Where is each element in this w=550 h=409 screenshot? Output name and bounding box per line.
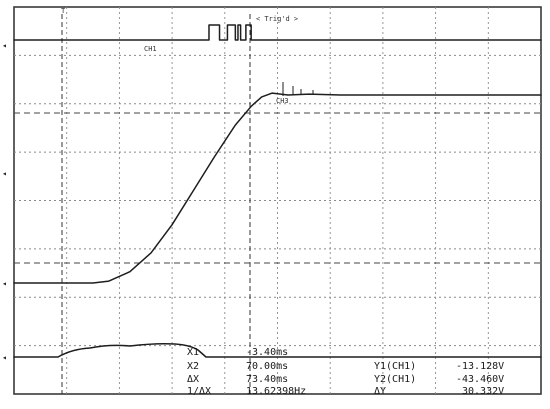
dy-value: 30.332V	[462, 386, 504, 397]
top-status-marker: < Trig'd >	[256, 15, 298, 23]
x2-value: 70.00ms	[246, 361, 288, 372]
ch1-trace	[13, 24, 542, 41]
ch3-ground-marker: ◂	[2, 279, 7, 288]
cursor-readout-panel: X1 -3.40ms X2 70.00ms ΔX 73.40ms 1/ΔX 13…	[187, 347, 504, 397]
y1-value: -13.128V	[456, 361, 504, 372]
graticule	[14, 7, 541, 394]
y2-value: -43.460V	[456, 374, 504, 385]
y1-label: Y1(CH1)	[374, 361, 416, 372]
inv-dx-label: 1/ΔX	[187, 386, 211, 397]
ch4-ground-marker: ◂	[2, 353, 7, 362]
y2-label: Y2(CH1)	[374, 374, 416, 385]
trigger-position-marker: T	[61, 7, 66, 15]
ch1-ground-marker: ◂	[2, 41, 7, 50]
ch3-label: CH3	[276, 97, 289, 105]
dx-label: ΔX	[187, 374, 199, 385]
ch3-ringing-spikes	[282, 82, 314, 96]
dx-value: 73.40ms	[246, 374, 288, 385]
ch3-trace	[13, 92, 542, 284]
ch2-ground-marker: ◂	[2, 169, 7, 178]
x2-label: X2	[187, 361, 199, 372]
dy-label: ΔY	[374, 386, 386, 397]
ch4-trace	[13, 343, 542, 358]
plot-frame	[13, 6, 542, 395]
inv-dx-value: 13.62398Hz	[246, 386, 306, 397]
x1-value: -3.40ms	[246, 347, 288, 358]
ch1-label: CH1	[144, 45, 157, 53]
x1-label: X1	[187, 347, 199, 358]
